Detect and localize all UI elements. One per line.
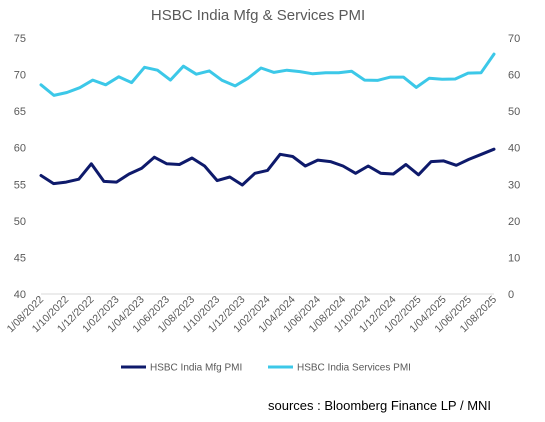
left-tick-label: 75 — [14, 33, 26, 45]
right-tick-label: 0 — [508, 289, 514, 301]
left-tick-label: 55 — [14, 179, 26, 191]
legend-label-services: HSBC India Services PMI — [297, 363, 411, 374]
series-layer — [39, 52, 496, 187]
right-tick-label: 60 — [508, 70, 520, 82]
right-tick-label: 10 — [508, 252, 520, 264]
legend: HSBC India Mfg PMI HSBC India Services P… — [121, 363, 411, 374]
right-tick-label: 50 — [508, 106, 520, 118]
right-tick-label: 70 — [508, 33, 520, 45]
chart-title: HSBC India Mfg & Services PMI — [151, 7, 365, 24]
left-tick-label: 60 — [14, 143, 26, 155]
left-tick-label: 45 — [14, 252, 26, 264]
right-tick-label: 20 — [508, 216, 520, 228]
left-tick-label: 50 — [14, 216, 26, 228]
x-axis-ticks: 1/08/20221/10/20221/12/20221/02/20231/04… — [5, 294, 500, 336]
left-tick-label: 40 — [14, 289, 26, 301]
right-tick-label: 40 — [508, 143, 520, 155]
series-line-mfg — [39, 147, 496, 187]
left-axis-ticks: 40 45 50 55 60 65 70 75 — [14, 33, 26, 301]
right-tick-label: 30 — [508, 179, 520, 191]
source-note: sources : Bloomberg Finance LP / MNI — [268, 398, 491, 413]
legend-label-mfg: HSBC India Mfg PMI — [150, 363, 242, 374]
right-axis-ticks: 0 10 20 30 40 50 60 70 — [508, 33, 520, 301]
left-tick-label: 65 — [14, 106, 26, 118]
left-tick-label: 70 — [14, 70, 26, 82]
series-line-services — [39, 52, 496, 97]
